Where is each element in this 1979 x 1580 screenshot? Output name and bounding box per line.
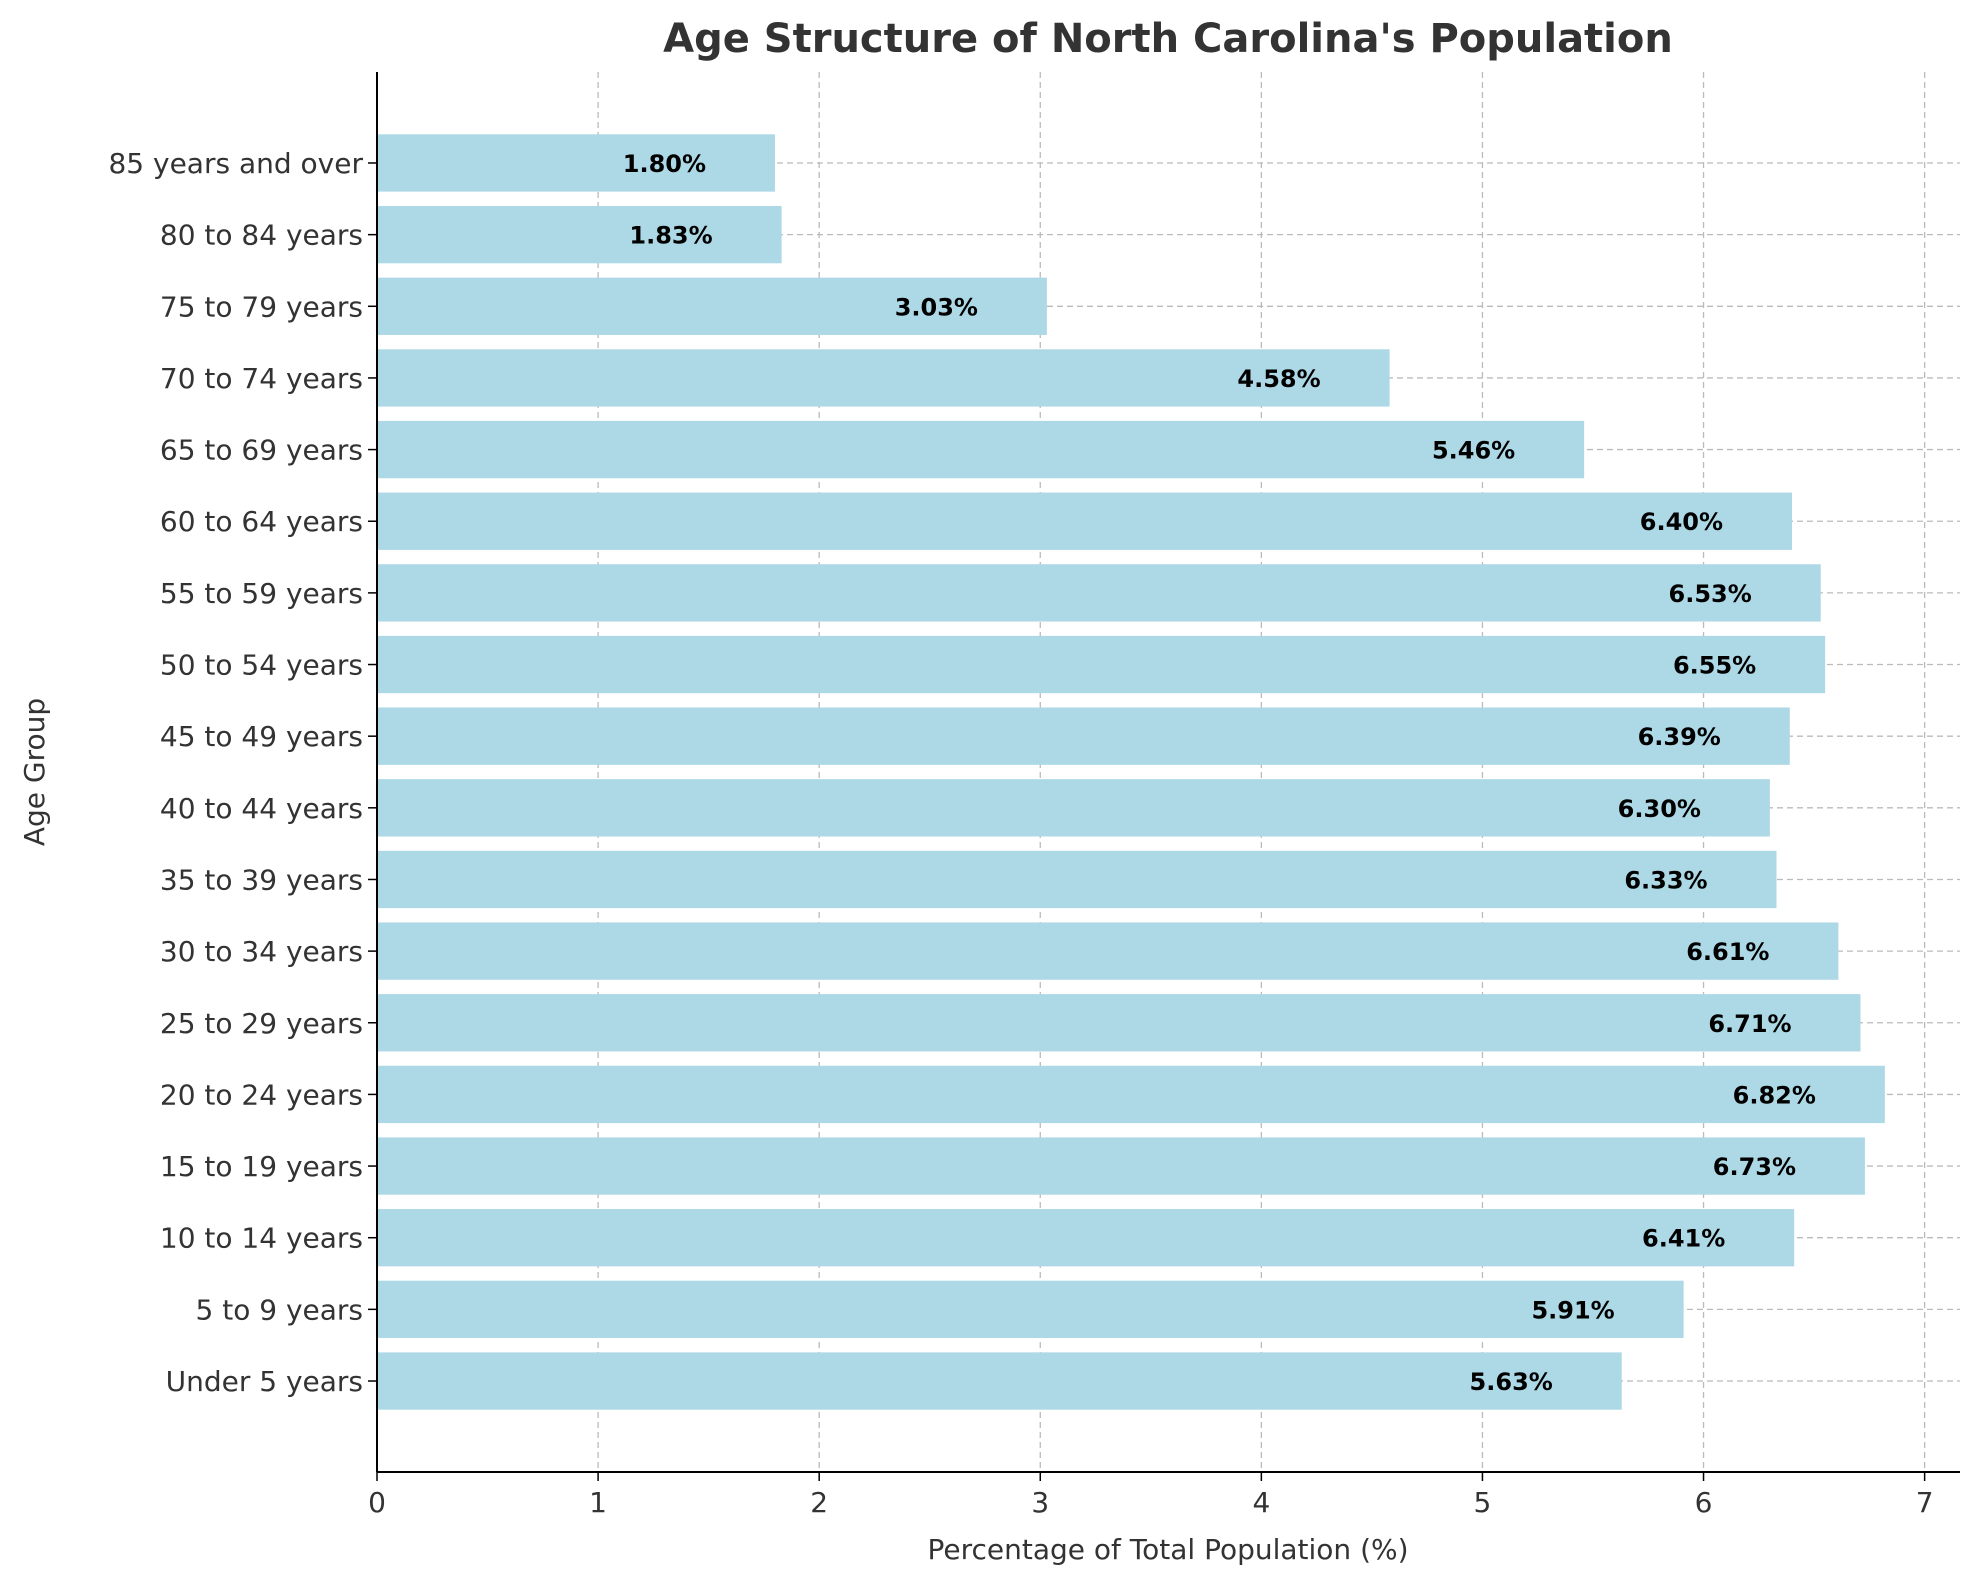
x-tick-label: 7 <box>1916 1486 1934 1519</box>
y-tick-label: 30 to 34 years <box>160 935 363 968</box>
x-tick-label: 0 <box>368 1486 386 1519</box>
bar <box>377 707 1790 765</box>
bar-value-label: 6.40% <box>1640 508 1723 536</box>
bar <box>377 492 1792 550</box>
x-tick-label: 6 <box>1695 1486 1713 1519</box>
bar-value-label: 6.41% <box>1642 1225 1725 1253</box>
bar <box>377 564 1821 622</box>
x-tick-label: 3 <box>1031 1486 1049 1519</box>
y-tick-label: 5 to 9 years <box>196 1293 364 1326</box>
y-tick-label: 65 to 69 years <box>160 434 363 467</box>
bar <box>377 1065 1885 1124</box>
y-tick-label: 25 to 29 years <box>160 1007 363 1040</box>
bar <box>377 779 1770 837</box>
y-tick-label: Under 5 years <box>166 1365 363 1398</box>
y-tick-label: 20 to 24 years <box>160 1078 363 1111</box>
bar-value-label: 3.03% <box>895 293 978 321</box>
bar <box>377 349 1390 407</box>
data-labels: 5.63% 5.91% 6.41% 6.73% 6.82% 6.71% 6.61% 6.33%… <box>623 150 1816 1396</box>
y-tick-label: 55 to 59 years <box>160 577 363 610</box>
bar <box>377 1280 1684 1339</box>
bar-value-label: 5.46% <box>1432 437 1515 465</box>
y-tick-label: 80 to 84 years <box>160 219 363 252</box>
bar <box>377 1137 1865 1195</box>
bar <box>377 277 1047 335</box>
y-tick-label: 75 to 79 years <box>160 290 363 323</box>
x-tick-label: 4 <box>1252 1486 1270 1519</box>
bar-value-label: 6.82% <box>1733 1081 1816 1109</box>
bar-value-label: 6.71% <box>1708 1010 1791 1038</box>
bar <box>377 420 1585 479</box>
bar-value-label: 6.33% <box>1624 866 1707 894</box>
y-tick-label: 60 to 64 years <box>160 505 363 538</box>
bar <box>377 1209 1795 1267</box>
bar <box>377 850 1777 909</box>
bar <box>377 635 1826 694</box>
x-axis-label: Percentage of Total Population (%) <box>927 1533 1408 1566</box>
bar <box>377 1352 1622 1410</box>
chart-title: Age Structure of North Carolina's Popula… <box>663 16 1673 62</box>
x-tick-labels: 0 1 2 3 4 5 6 7 <box>368 1472 1934 1519</box>
bar-value-label: 6.73% <box>1713 1153 1796 1181</box>
bar-value-label: 6.39% <box>1638 723 1721 751</box>
y-tick-label: 40 to 44 years <box>160 792 363 825</box>
bar <box>377 922 1839 980</box>
y-axis-label: Age Group <box>18 698 51 846</box>
bar-value-label: 1.80% <box>623 150 706 178</box>
bar-value-label: 6.30% <box>1618 795 1701 823</box>
y-tick-label: 50 to 54 years <box>160 649 363 682</box>
y-tick-label: 85 years and over <box>108 147 363 180</box>
y-tick-label: 15 to 19 years <box>160 1150 363 1183</box>
y-tick-label: 10 to 14 years <box>160 1222 363 1255</box>
bar-value-label: 6.61% <box>1686 938 1769 966</box>
bar-value-label: 6.53% <box>1669 580 1752 608</box>
y-tick-label: 45 to 49 years <box>160 720 363 753</box>
x-tick-label: 1 <box>589 1486 607 1519</box>
bars <box>377 134 1885 1410</box>
bar-value-label: 5.91% <box>1531 1296 1614 1324</box>
bar-value-label: 5.63% <box>1470 1368 1553 1396</box>
bar-value-label: 6.55% <box>1673 652 1756 680</box>
bar-value-label: 1.83% <box>629 222 712 250</box>
y-tick-label: 35 to 39 years <box>160 863 363 896</box>
bar <box>377 205 782 264</box>
bar <box>377 994 1861 1052</box>
y-tick-label: 70 to 74 years <box>160 362 363 395</box>
bar-value-label: 4.58% <box>1237 365 1320 393</box>
y-tick-labels: Under 5 years 5 to 9 years 10 to 14 years 1… <box>108 147 377 1398</box>
bar <box>377 134 775 192</box>
x-tick-label: 2 <box>810 1486 828 1519</box>
x-tick-label: 5 <box>1474 1486 1492 1519</box>
